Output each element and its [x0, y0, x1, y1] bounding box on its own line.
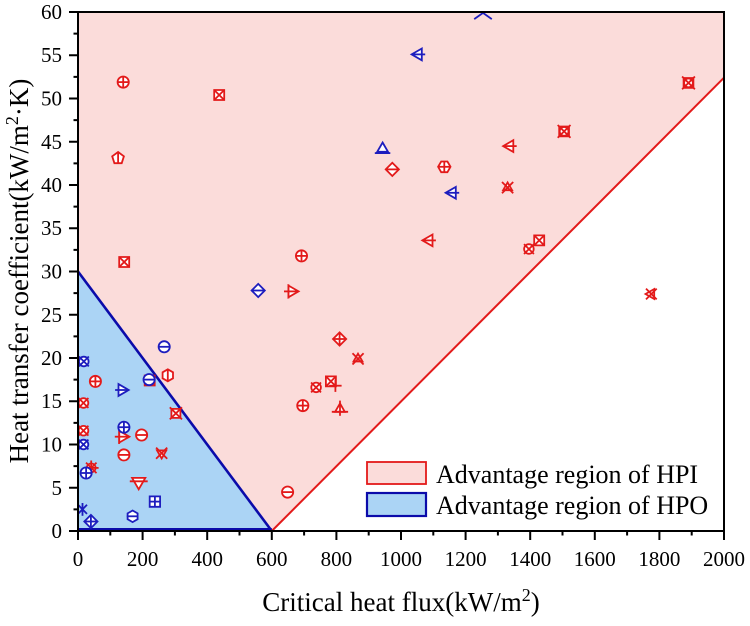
svg-text:35: 35: [41, 216, 62, 240]
svg-text:55: 55: [41, 43, 62, 67]
svg-text:20: 20: [41, 346, 62, 370]
svg-text:60: 60: [41, 0, 62, 24]
svg-text:50: 50: [41, 87, 62, 111]
svg-text:800: 800: [321, 547, 353, 571]
svg-text:1600: 1600: [574, 547, 616, 571]
svg-text:Advantage region of HPO: Advantage region of HPO: [436, 491, 708, 520]
svg-text:Heat transfer coefficient(kW/m: Heat transfer coefficient(kW/m2·K): [2, 79, 34, 464]
svg-text:0: 0: [52, 519, 63, 543]
svg-text:1000: 1000: [380, 547, 422, 571]
svg-text:2000: 2000: [703, 547, 745, 571]
svg-text:Advantage region of HPI: Advantage region of HPI: [436, 460, 698, 489]
svg-text:40: 40: [41, 173, 62, 197]
svg-text:0: 0: [73, 547, 84, 571]
svg-text:15: 15: [41, 389, 62, 413]
svg-text:1400: 1400: [509, 547, 551, 571]
svg-text:200: 200: [127, 547, 159, 571]
svg-text:600: 600: [256, 547, 288, 571]
svg-text:5: 5: [52, 476, 63, 500]
svg-text:25: 25: [41, 303, 62, 327]
svg-text:Critical heat flux(kW/m2): Critical heat flux(kW/m2): [262, 585, 539, 617]
svg-text:1800: 1800: [638, 547, 680, 571]
svg-text:30: 30: [41, 260, 62, 284]
svg-text:10: 10: [41, 433, 62, 457]
svg-text:45: 45: [41, 130, 62, 154]
svg-text:400: 400: [191, 547, 223, 571]
svg-text:1200: 1200: [445, 547, 487, 571]
